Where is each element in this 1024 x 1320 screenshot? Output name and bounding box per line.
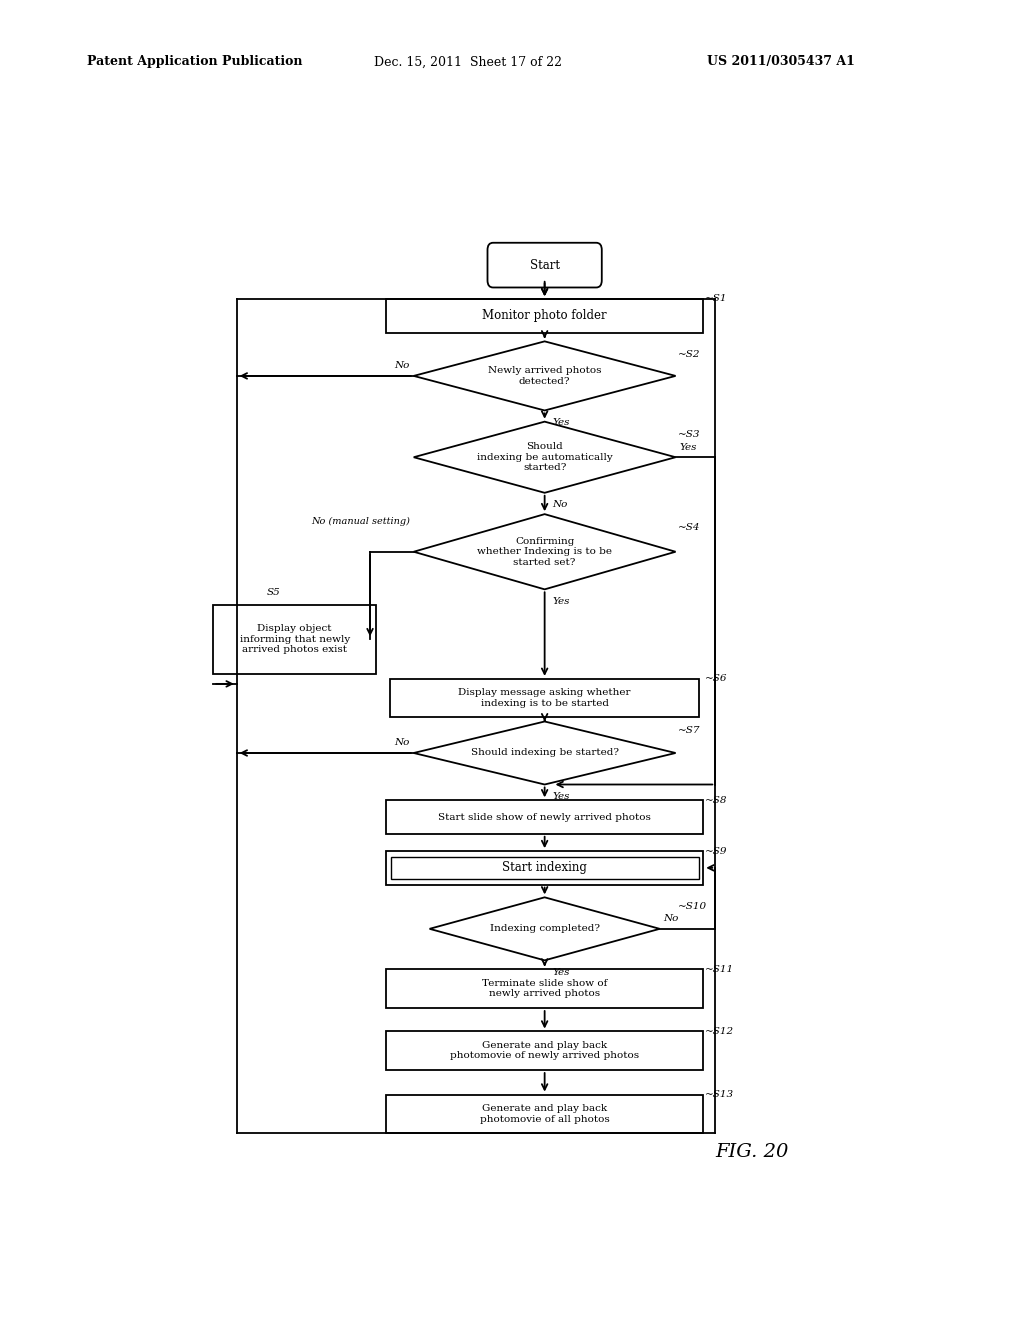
Text: ~S11: ~S11 xyxy=(705,965,734,974)
Text: ~S7: ~S7 xyxy=(678,726,700,735)
Text: Yes: Yes xyxy=(553,418,570,428)
Polygon shape xyxy=(414,342,676,411)
Polygon shape xyxy=(430,898,659,961)
Bar xyxy=(386,969,703,1008)
Text: Indexing completed?: Indexing completed? xyxy=(489,924,600,933)
Text: ~S2: ~S2 xyxy=(678,350,700,359)
Bar xyxy=(386,1031,703,1071)
Text: Generate and play back
photomovie of newly arrived photos: Generate and play back photomovie of new… xyxy=(451,1041,639,1060)
Bar xyxy=(386,800,703,834)
Text: ~S12: ~S12 xyxy=(705,1027,734,1036)
Text: No: No xyxy=(664,915,679,923)
Bar xyxy=(390,678,699,718)
Text: Start slide show of newly arrived photos: Start slide show of newly arrived photos xyxy=(438,813,651,821)
Text: ~S10: ~S10 xyxy=(678,902,708,911)
Text: FIG. 20: FIG. 20 xyxy=(715,1143,788,1162)
Text: Should
indexing be automatically
started?: Should indexing be automatically started… xyxy=(477,442,612,473)
Text: Patent Application Publication: Patent Application Publication xyxy=(87,55,302,69)
Bar xyxy=(386,300,703,333)
Text: Yes: Yes xyxy=(553,792,570,801)
Text: No: No xyxy=(553,500,568,510)
Text: No (manual setting): No (manual setting) xyxy=(311,516,410,525)
Text: S5: S5 xyxy=(267,587,281,597)
Text: ~S3: ~S3 xyxy=(678,430,700,440)
Text: ~S13: ~S13 xyxy=(705,1090,734,1100)
Text: Monitor photo folder: Monitor photo folder xyxy=(482,309,607,322)
Text: Start indexing: Start indexing xyxy=(502,862,587,874)
Text: Generate and play back
photomovie of all photos: Generate and play back photomovie of all… xyxy=(480,1104,609,1123)
Text: US 2011/0305437 A1: US 2011/0305437 A1 xyxy=(707,55,854,69)
Text: ~S6: ~S6 xyxy=(705,675,727,684)
Text: Yes: Yes xyxy=(553,968,570,977)
Text: Start: Start xyxy=(529,259,560,272)
Text: ~S9: ~S9 xyxy=(705,847,727,857)
Bar xyxy=(213,605,376,673)
Polygon shape xyxy=(414,722,676,784)
Text: Dec. 15, 2011  Sheet 17 of 22: Dec. 15, 2011 Sheet 17 of 22 xyxy=(374,55,562,69)
Bar xyxy=(391,857,698,879)
Text: Yes: Yes xyxy=(680,442,697,451)
Text: Yes: Yes xyxy=(553,597,570,606)
Polygon shape xyxy=(414,515,676,589)
Text: Display object
informing that newly
arrived photos exist: Display object informing that newly arri… xyxy=(240,624,350,653)
Bar xyxy=(386,1094,703,1133)
Text: ~S1: ~S1 xyxy=(705,294,727,304)
Text: Newly arrived photos
detected?: Newly arrived photos detected? xyxy=(487,366,601,385)
Polygon shape xyxy=(414,421,676,492)
Text: No: No xyxy=(394,362,410,370)
FancyBboxPatch shape xyxy=(487,243,602,288)
Bar xyxy=(386,851,703,884)
Text: No: No xyxy=(394,738,410,747)
Text: Confirming
whether Indexing is to be
started set?: Confirming whether Indexing is to be sta… xyxy=(477,537,612,566)
Text: Display message asking whether
indexing is to be started: Display message asking whether indexing … xyxy=(459,689,631,708)
Text: ~S8: ~S8 xyxy=(705,796,727,805)
Text: ~S4: ~S4 xyxy=(678,523,700,532)
Text: Terminate slide show of
newly arrived photos: Terminate slide show of newly arrived ph… xyxy=(482,979,607,998)
Text: Should indexing be started?: Should indexing be started? xyxy=(471,748,618,758)
